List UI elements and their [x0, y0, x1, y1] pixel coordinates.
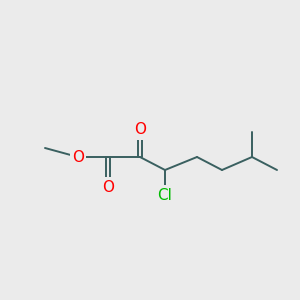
Text: O: O: [72, 149, 84, 164]
Text: O: O: [102, 179, 114, 194]
Text: O: O: [134, 122, 146, 137]
Text: Cl: Cl: [158, 188, 172, 202]
